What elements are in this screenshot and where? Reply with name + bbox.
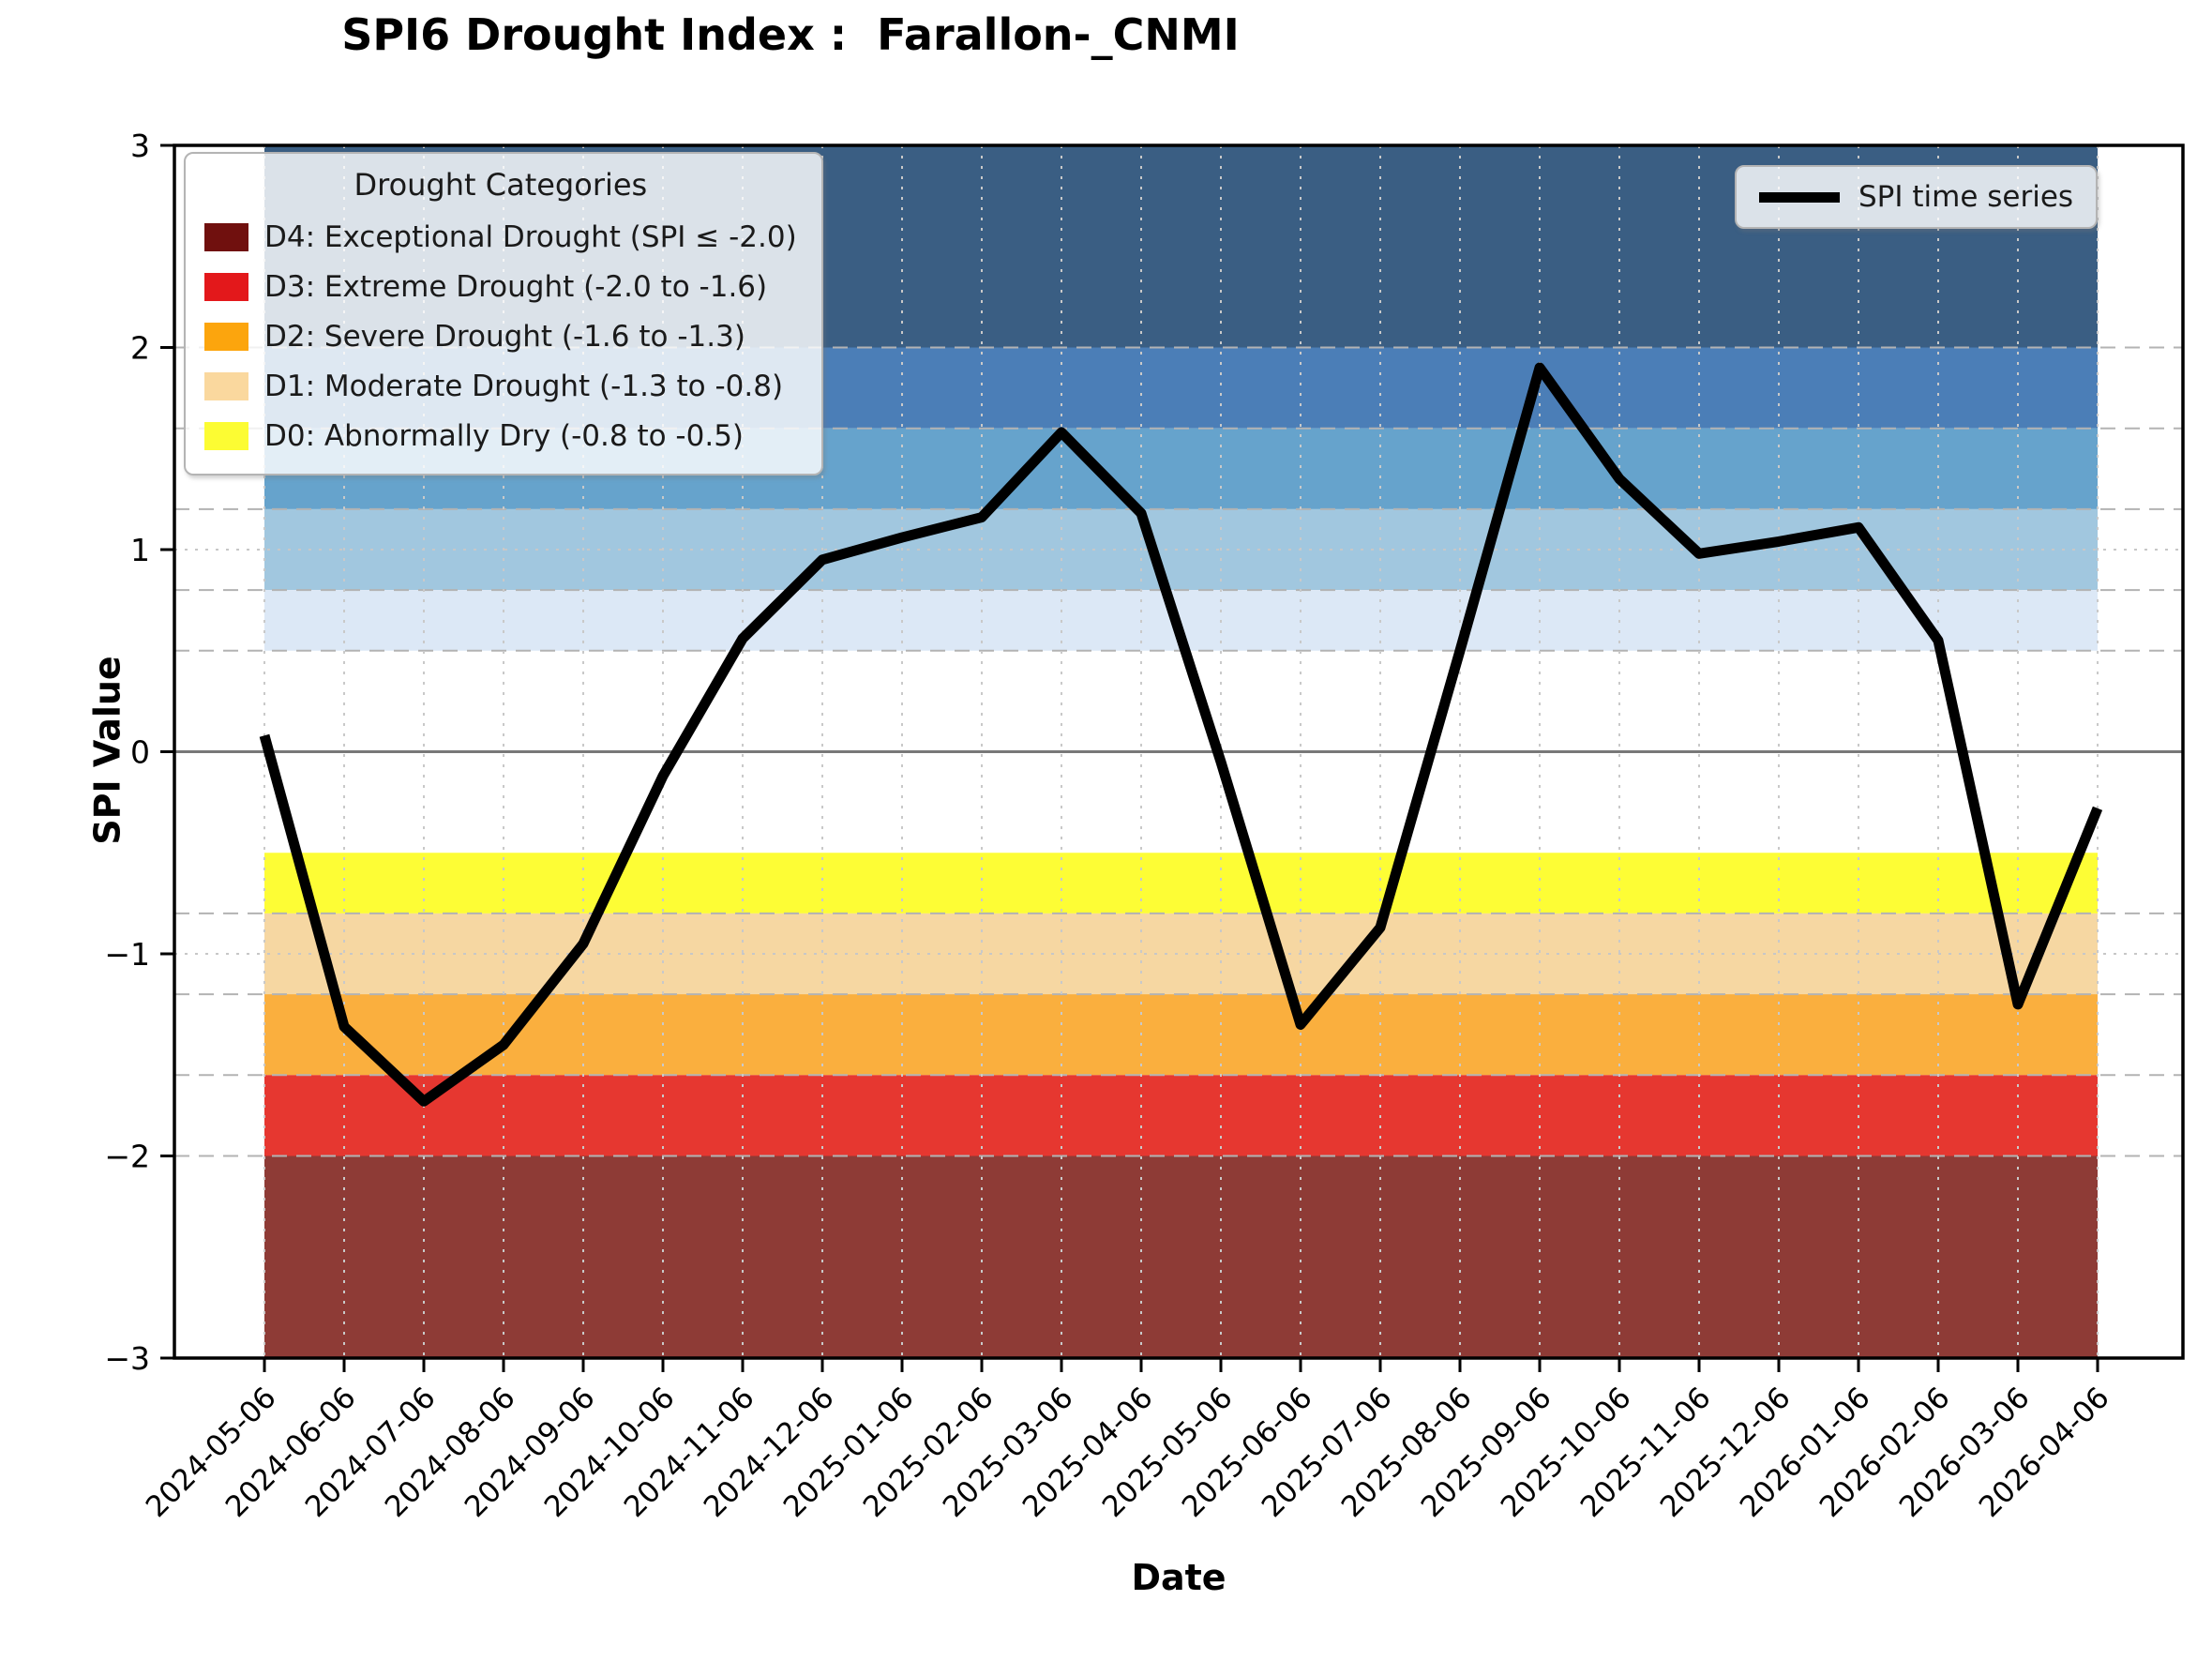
- wet-band-0.8-1.2: [264, 508, 2098, 591]
- drought-legend-title: Drought Categories: [354, 167, 648, 203]
- D2-band: [264, 994, 2098, 1076]
- y-tick-labels: 3 2 1 0 −1 −2 −3: [104, 128, 150, 1377]
- y-tick-label: 1: [130, 532, 150, 568]
- legend-swatch: [204, 272, 248, 301]
- y-tick-label: −2: [104, 1139, 150, 1175]
- legend-item: D4: Exceptional Drought (SPI ≤ -2.0): [204, 212, 797, 262]
- legend-item-label: D2: Severe Drought (-1.6 to -1.3): [264, 319, 745, 354]
- spi-time-series-line: [259, 362, 2103, 1107]
- series-legend-label: SPI time series: [1858, 180, 2074, 214]
- legend-swatch: [204, 421, 248, 450]
- legend-item: D3: Extreme Drought (-2.0 to -1.6): [204, 262, 797, 311]
- legend-item-label: D1: Moderate Drought (-1.3 to -0.8): [264, 369, 784, 403]
- legend-swatch: [204, 371, 248, 400]
- y-tick-label: 2: [130, 330, 150, 367]
- D3-band: [264, 1075, 2098, 1156]
- y-tick-label: −3: [104, 1340, 150, 1377]
- series-line-swatch: [1759, 191, 1840, 203]
- y-tick-label: 0: [130, 734, 150, 771]
- legend-swatch: [204, 322, 248, 351]
- drought-legend-items: D4: Exceptional Drought (SPI ≤ -2.0) D3: …: [204, 212, 797, 461]
- y-tick-label: −1: [104, 936, 150, 973]
- legend-item: D0: Abnormally Dry (-0.8 to -0.5): [204, 411, 797, 461]
- D1-band: [264, 913, 2098, 995]
- gridlines: [174, 145, 2183, 1358]
- legend-item-label: D3: Extreme Drought (-2.0 to -1.6): [264, 269, 768, 304]
- legend-item: D1: Moderate Drought (-1.3 to -0.8): [204, 361, 797, 411]
- axis-ticks: [160, 143, 2099, 1372]
- x-tick-labels: 2024-05-062024-06-062024-07-062024-08-06…: [140, 1381, 2116, 1524]
- y-tick-label: 3: [130, 128, 150, 164]
- x-axis-label: Date: [1131, 1557, 1226, 1598]
- series-legend: SPI time series: [1735, 165, 2099, 229]
- y-axis-label: SPI Value: [86, 656, 128, 845]
- D0-band: [264, 853, 2098, 914]
- legend-item: D2: Severe Drought (-1.6 to -1.3): [204, 311, 797, 361]
- legend-swatch: [204, 222, 248, 251]
- legend-item-label: D4: Exceptional Drought (SPI ≤ -2.0): [264, 219, 797, 254]
- D4-band: [264, 1155, 2098, 1358]
- chart-title: SPI6 Drought Index : Farallon-_CNMI: [341, 9, 1240, 60]
- legend-item-label: D0: Abnormally Dry (-0.8 to -0.5): [264, 418, 745, 453]
- drought-categories-legend: Drought Categories D4: Exceptional Droug…: [184, 152, 823, 476]
